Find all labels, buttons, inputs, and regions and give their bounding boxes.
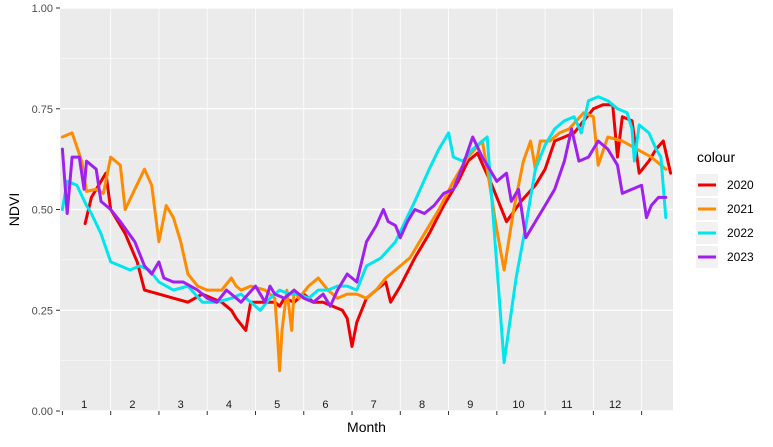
y-tick-label: 0.25 (32, 305, 53, 317)
x-tick-label: 7 (371, 399, 377, 411)
x-tick-label: 12 (609, 399, 621, 411)
x-tick-label: 9 (467, 399, 473, 411)
x-axis-title: Month (347, 419, 386, 435)
x-tick-label: 5 (274, 399, 280, 411)
series-line-2023 (60, 127, 668, 308)
axes: 0.000.250.500.751.001 2 3 4 5 6 7 8 9 10 11 12 (32, 3, 643, 418)
series-lines (60, 95, 673, 373)
y-tick-label: 0.75 (32, 104, 53, 116)
x-tick-label: 1 (81, 399, 87, 411)
x-tick-label: 10 (512, 399, 524, 411)
legend: colour 2020 2021 2022 2023 (696, 149, 754, 268)
x-tick-label: 6 (322, 399, 328, 411)
x-tick-label: 2 (129, 399, 135, 411)
legend-title: colour (697, 149, 735, 165)
x-tick-label: 3 (178, 399, 184, 411)
legend-label-2023: 2023 (727, 250, 754, 264)
x-tick-label: 8 (419, 399, 425, 411)
legend-label-2021: 2021 (727, 202, 754, 216)
x-tick-label: 11 (561, 399, 572, 411)
y-tick-label: 0.50 (32, 205, 53, 217)
y-tick-label: 1.00 (32, 3, 53, 15)
legend-label-2020: 2020 (727, 178, 754, 192)
y-axis-title: NDVI (6, 193, 22, 226)
legend-label-2022: 2022 (727, 226, 754, 240)
x-tick-label: 4 (226, 399, 232, 411)
y-tick-label: 0.00 (32, 406, 53, 418)
series-line-2021 (60, 111, 668, 373)
